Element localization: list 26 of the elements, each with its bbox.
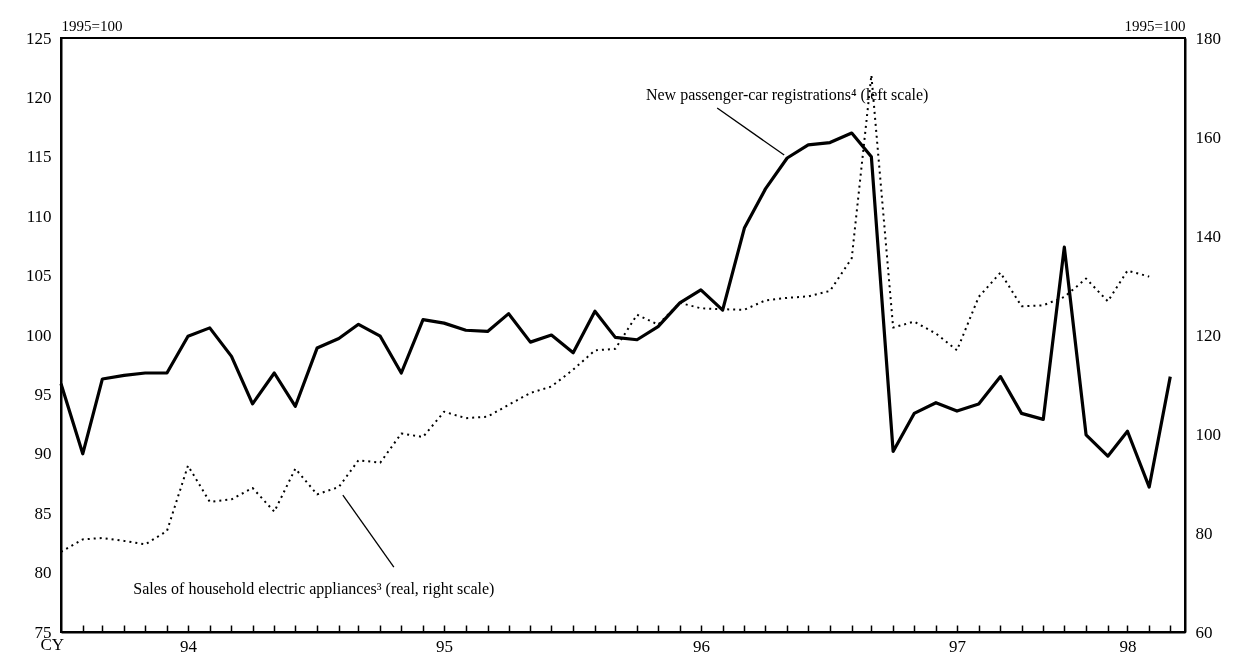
y2-tick-label: 100 [1195, 424, 1221, 444]
y-tick-label: 80 [34, 563, 52, 583]
y-tick-label: 95 [34, 384, 52, 404]
x-tick-label: 94 [179, 636, 198, 656]
y2-tick-label: 160 [1195, 127, 1221, 147]
y-tick-label: 85 [34, 503, 52, 523]
y2-tick-label: 120 [1195, 325, 1221, 345]
y-tick-label: 105 [26, 266, 52, 286]
annotation: Sales of household electric appliances³ (real, right scale) [133, 580, 495, 599]
x-tick-label: 96 [692, 636, 710, 656]
y2-tick-label: 60 [1195, 622, 1213, 642]
annotation: New passenger-car registrations⁴ (left scale) [645, 85, 929, 104]
x-tick-label: 95 [436, 636, 454, 656]
y-tick-label: 90 [34, 444, 52, 464]
x-tick-label: 98 [1119, 636, 1137, 656]
y-axis-title: 1995=100 [61, 17, 123, 34]
y-tick-label: 125 [26, 28, 52, 48]
y2-tick-label: 80 [1195, 523, 1213, 543]
y-tick-label: 115 [26, 147, 52, 167]
x-tick-label: 97 [948, 636, 967, 656]
y2-axis-title: 1995=100 [1124, 17, 1186, 34]
y-tick-label: 100 [26, 325, 52, 345]
y-tick-label: 120 [26, 87, 52, 107]
y-tick-label: 110 [26, 206, 52, 226]
y2-tick-label: 140 [1195, 226, 1221, 246]
y2-tick-label: 180 [1195, 28, 1221, 48]
